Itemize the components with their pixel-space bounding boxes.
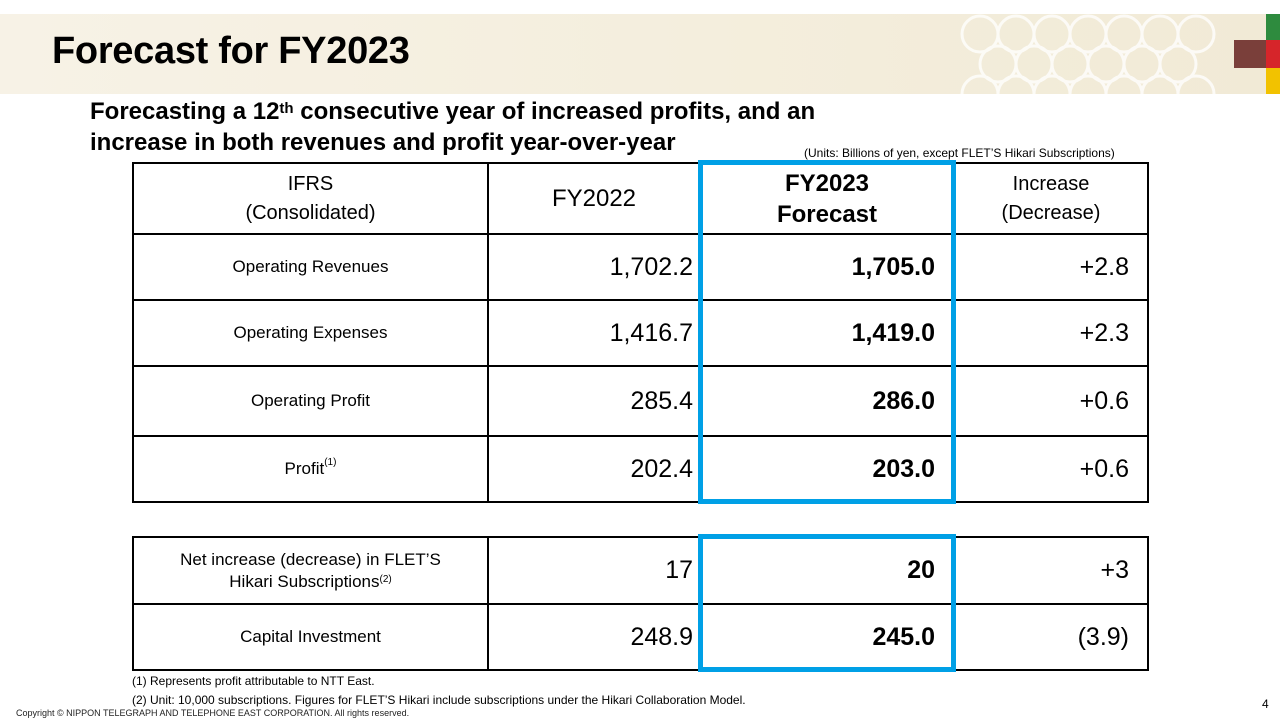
subtitle-superscript: th	[279, 100, 294, 117]
fy2022-value: 1,702.2	[487, 233, 701, 301]
fy2022-value: 202.4	[487, 435, 701, 503]
subtitle: Forecasting a 12th consecutive year of i…	[90, 96, 930, 158]
table-row: Operating Expenses 1,416.7 1,419.0 +2.3	[132, 299, 1149, 367]
row-label-line1: Net increase (decrease) in FLET’S	[180, 549, 441, 569]
fy2022-value: 1,416.7	[487, 299, 701, 367]
change-value: +0.6	[953, 435, 1149, 503]
table-row: Capital Investment 248.9 245.0 (3.9)	[132, 603, 1149, 671]
copyright: Copyright © NIPPON TELEGRAPH AND TELEPHO…	[16, 708, 410, 718]
header-fy2023-forecast: FY2023 Forecast	[699, 162, 955, 235]
fy2023-value: 20	[699, 536, 955, 605]
page-number: 4	[1262, 697, 1269, 711]
change-value: +2.3	[953, 299, 1149, 367]
header-fy2022: FY2022	[487, 162, 701, 235]
table-row: Operating Profit 285.4 286.0 +0.6	[132, 365, 1149, 437]
fy2023-value: 203.0	[699, 435, 955, 503]
change-value: +0.6	[953, 365, 1149, 437]
subscriptions-capex-table: Net increase (decrease) in FLET’S Hikari…	[132, 536, 1149, 671]
table-row: Operating Revenues 1,702.2 1,705.0 +2.8	[132, 233, 1149, 301]
header-fy2023-line1: FY2023	[784, 169, 870, 197]
footnotes: (1) Represents profit attributable to NT…	[132, 672, 746, 710]
fy2023-value: 245.0	[699, 603, 955, 671]
row-label-line2-text: Hikari Subscriptions	[229, 571, 380, 591]
header-ifrs-line2: (Consolidated)	[245, 201, 376, 224]
fy2023-value: 1,705.0	[699, 233, 955, 301]
fy2022-value: 285.4	[487, 365, 701, 437]
fy2022-value: 17	[487, 536, 701, 605]
footnote-2: (2) Unit: 10,000 subscriptions. Figures …	[132, 693, 746, 707]
units-note: (Units: Billions of yen, except FLET’S H…	[804, 146, 1115, 160]
change-value: (3.9)	[953, 603, 1149, 671]
row-label: Profit(1)	[132, 435, 489, 503]
fy2023-value: 286.0	[699, 365, 955, 437]
row-label: Operating Revenues	[132, 233, 489, 301]
header-ifrs-line1: IFRS	[287, 172, 334, 195]
table-row: Net increase (decrease) in FLET’S Hikari…	[132, 536, 1149, 605]
row-label: Operating Expenses	[132, 299, 489, 367]
footnote-marker: (1)	[324, 457, 337, 468]
subtitle-line1-start: Forecasting a 12	[90, 98, 280, 125]
fy2022-value: 248.9	[487, 603, 701, 671]
subtitle-line2: increase in both revenues and profit yea…	[90, 129, 676, 156]
row-label-text: Profit	[284, 459, 325, 478]
header-increase-line2: (Decrease)	[1001, 201, 1101, 224]
page-title: Forecast for FY2023	[52, 30, 410, 72]
row-label: Operating Profit	[132, 365, 489, 437]
table-row: Profit(1) 202.4 203.0 +0.6	[132, 435, 1149, 503]
decorative-pattern	[960, 14, 1216, 94]
change-value: +3	[953, 536, 1149, 605]
accent-block-brown	[1234, 40, 1266, 68]
table-header-row: IFRS (Consolidated) FY2022 FY2023 Foreca…	[132, 162, 1149, 235]
change-value: +2.8	[953, 233, 1149, 301]
row-label: Net increase (decrease) in FLET’S Hikari…	[132, 536, 489, 605]
accent-block-yellow	[1266, 68, 1280, 94]
row-label: Capital Investment	[132, 603, 489, 671]
accent-block-green	[1266, 14, 1280, 40]
row-label-line2: Hikari Subscriptions(2)	[134, 571, 487, 593]
fy2023-value: 1,419.0	[699, 299, 955, 367]
header-fy2023-line2: Forecast	[776, 200, 878, 228]
footnote-1: (1) Represents profit attributable to NT…	[132, 674, 375, 688]
forecast-table: IFRS (Consolidated) FY2022 FY2023 Foreca…	[132, 162, 1149, 503]
header-increase-decrease: Increase (Decrease)	[953, 162, 1149, 235]
accent-block-red	[1266, 40, 1280, 68]
footnote-marker: (2)	[379, 573, 392, 585]
header-increase-line1: Increase	[1012, 172, 1090, 195]
subtitle-line1-end: consecutive year of increased profits, a…	[293, 98, 816, 125]
header-ifrs: IFRS (Consolidated)	[132, 162, 489, 235]
